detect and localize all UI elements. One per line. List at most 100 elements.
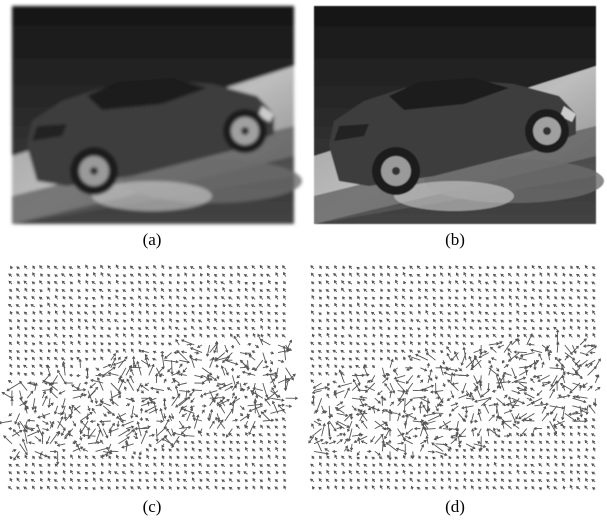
motion-vector bbox=[466, 398, 474, 401]
motion-vector bbox=[132, 289, 134, 292]
motion-vector bbox=[176, 398, 187, 407]
motion-vector bbox=[110, 450, 119, 453]
motion-vector bbox=[33, 456, 35, 459]
motion-vector bbox=[282, 418, 285, 421]
motion-vector bbox=[275, 426, 278, 429]
motion-vector bbox=[69, 267, 72, 269]
motion-vector bbox=[215, 486, 217, 489]
motion-vector bbox=[479, 297, 481, 300]
motion-vector bbox=[126, 426, 134, 429]
motion-vector bbox=[283, 313, 286, 315]
motion-vector bbox=[357, 312, 360, 315]
motion-vector bbox=[184, 319, 187, 322]
motion-vector bbox=[523, 328, 526, 330]
motion-vector bbox=[474, 427, 477, 430]
motion-vector bbox=[344, 388, 349, 398]
motion-vector bbox=[396, 320, 398, 322]
motion-vector bbox=[268, 319, 270, 322]
motion-vector bbox=[47, 357, 50, 360]
motion-vector bbox=[434, 274, 436, 276]
motion-vector bbox=[456, 290, 459, 292]
motion-vector bbox=[223, 288, 225, 292]
motion-vector bbox=[123, 267, 126, 269]
motion-vector bbox=[342, 463, 345, 467]
motion-vector bbox=[156, 427, 166, 436]
motion-vector bbox=[161, 471, 164, 474]
motion-vector bbox=[527, 398, 532, 400]
motion-vector bbox=[153, 358, 157, 360]
motion-vector bbox=[365, 486, 367, 489]
motion-vector bbox=[48, 266, 50, 269]
motion-vector bbox=[93, 349, 96, 352]
motion-vector bbox=[86, 358, 88, 360]
motion-vector bbox=[485, 319, 488, 322]
motion-vector bbox=[223, 471, 225, 474]
motion-vector bbox=[491, 347, 497, 352]
motion-vector bbox=[248, 353, 251, 355]
motion-vector bbox=[40, 320, 43, 322]
motion-vector bbox=[146, 449, 148, 452]
motion-vector bbox=[254, 274, 256, 277]
motion-vector bbox=[595, 387, 600, 390]
motion-vector bbox=[260, 311, 263, 314]
motion-vector bbox=[261, 319, 263, 323]
motion-vector bbox=[471, 456, 474, 459]
motion-vector bbox=[214, 433, 217, 436]
motion-vector bbox=[372, 305, 375, 307]
motion-vector bbox=[433, 303, 435, 307]
motion-vector bbox=[562, 433, 565, 436]
motion-vector bbox=[169, 472, 171, 474]
motion-vector bbox=[320, 305, 322, 307]
motion-vector bbox=[50, 403, 53, 406]
motion-vector bbox=[319, 472, 322, 475]
motion-vector bbox=[176, 320, 179, 322]
motion-vector bbox=[357, 351, 360, 353]
motion-vector bbox=[563, 479, 565, 482]
motion-vector bbox=[433, 464, 435, 467]
motion-vector bbox=[502, 289, 504, 292]
motion-vector bbox=[42, 428, 48, 431]
motion-vector bbox=[312, 424, 314, 429]
motion-vector bbox=[78, 341, 80, 345]
motion-vector bbox=[27, 428, 33, 430]
motion-vector bbox=[161, 487, 164, 490]
motion-vector bbox=[253, 426, 255, 429]
motion-vector bbox=[115, 320, 119, 322]
motion-vector bbox=[123, 313, 126, 315]
motion-vector bbox=[116, 313, 118, 315]
motion-vector bbox=[503, 421, 512, 428]
motion-vector bbox=[192, 289, 194, 292]
motion-vector bbox=[539, 464, 542, 467]
motion-vector bbox=[169, 463, 171, 466]
caption: (b) bbox=[445, 230, 465, 249]
motion-vector bbox=[433, 320, 435, 323]
motion-vector bbox=[319, 487, 322, 489]
motion-vector bbox=[411, 319, 413, 322]
motion-vector bbox=[357, 343, 360, 345]
motion-vector bbox=[373, 471, 375, 474]
motion-vector bbox=[71, 327, 73, 330]
motion-vector bbox=[406, 375, 412, 383]
motion-vector bbox=[200, 479, 202, 482]
motion-vector bbox=[146, 480, 149, 482]
motion-vector bbox=[215, 457, 217, 459]
motion-vector bbox=[237, 312, 240, 314]
motion-vector bbox=[92, 464, 95, 467]
motion-vector bbox=[71, 470, 73, 474]
motion-vector bbox=[365, 456, 367, 459]
motion-vector bbox=[40, 350, 42, 353]
motion-vector bbox=[554, 426, 557, 428]
motion-vector bbox=[179, 364, 182, 368]
motion-vector bbox=[93, 358, 95, 360]
motion-vector bbox=[428, 415, 441, 421]
motion-vector bbox=[471, 304, 474, 307]
motion-vector bbox=[132, 311, 134, 314]
motion-vector bbox=[87, 428, 90, 436]
motion-vector bbox=[578, 449, 580, 451]
motion-vector bbox=[343, 471, 345, 474]
motion-vector bbox=[381, 273, 383, 276]
motion-vector bbox=[525, 274, 527, 277]
motion-vector bbox=[2, 392, 12, 398]
motion-vector bbox=[557, 342, 560, 352]
motion-vector bbox=[334, 281, 336, 285]
